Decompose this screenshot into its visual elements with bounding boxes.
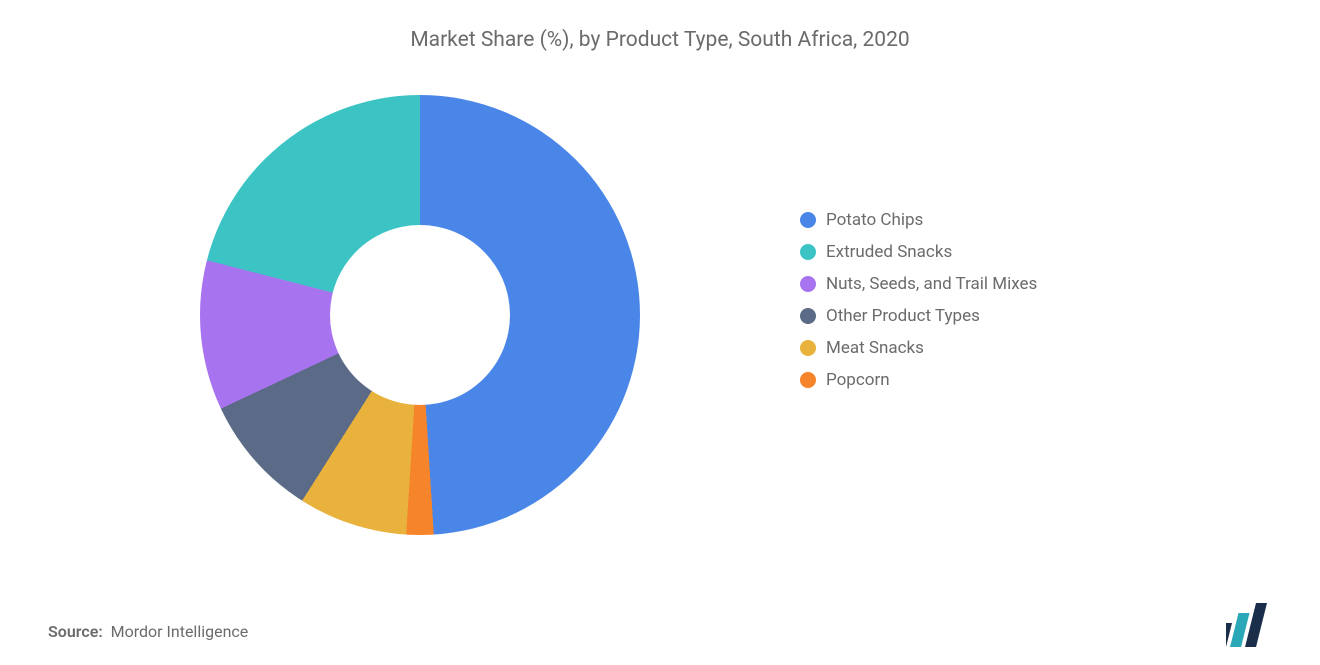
legend-label: Extruded Snacks: [826, 242, 952, 262]
legend-label: Popcorn: [826, 370, 890, 390]
legend-label: Meat Snacks: [826, 338, 924, 358]
legend-label: Potato Chips: [826, 210, 923, 230]
source-attribution: Source: Mordor Intelligence: [48, 622, 248, 641]
legend-item: Extruded Snacks: [800, 242, 1037, 262]
legend-marker: [800, 372, 816, 388]
legend-item: Other Product Types: [800, 306, 1037, 326]
legend-marker: [800, 212, 816, 228]
legend-marker: [800, 308, 816, 324]
source-value-text: Mordor Intelligence: [111, 622, 249, 641]
chart-title: Market Share (%), by Product Type, South…: [0, 28, 1320, 52]
legend-item: Popcorn: [800, 370, 1037, 390]
legend-marker: [800, 340, 816, 356]
legend-item: Potato Chips: [800, 210, 1037, 230]
legend: Potato Chips Extruded Snacks Nuts, Seeds, …: [800, 210, 1037, 390]
legend-item: Meat Snacks: [800, 338, 1037, 358]
brand-logo: [1226, 603, 1280, 647]
legend-marker: [800, 244, 816, 260]
donut-hole: [330, 225, 510, 405]
legend-label: Nuts, Seeds, and Trail Mixes: [826, 274, 1037, 294]
legend-marker: [800, 276, 816, 292]
legend-item: Nuts, Seeds, and Trail Mixes: [800, 274, 1037, 294]
source-label: Source:: [48, 622, 103, 641]
legend-label: Other Product Types: [826, 306, 980, 326]
donut-chart: [200, 95, 640, 535]
